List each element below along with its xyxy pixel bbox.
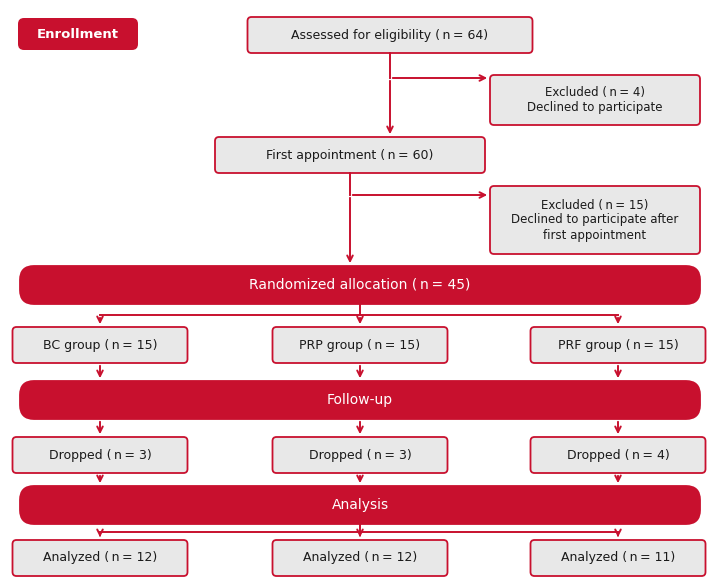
Text: BC group ( n = 15): BC group ( n = 15) bbox=[43, 339, 157, 351]
Text: Dropped ( n = 3): Dropped ( n = 3) bbox=[308, 448, 412, 462]
Text: Analyzed ( n = 12): Analyzed ( n = 12) bbox=[43, 552, 157, 564]
Text: Follow-up: Follow-up bbox=[327, 393, 393, 407]
Text: Randomized allocation ( n = 45): Randomized allocation ( n = 45) bbox=[250, 278, 470, 292]
Text: Excluded ( n = 15)
Declined to participate after
first appointment: Excluded ( n = 15) Declined to participa… bbox=[511, 198, 679, 241]
FancyBboxPatch shape bbox=[490, 186, 700, 254]
FancyBboxPatch shape bbox=[247, 17, 533, 53]
Text: PRF group ( n = 15): PRF group ( n = 15) bbox=[558, 339, 678, 351]
FancyBboxPatch shape bbox=[272, 437, 447, 473]
FancyBboxPatch shape bbox=[531, 327, 706, 363]
Text: Dropped ( n = 3): Dropped ( n = 3) bbox=[49, 448, 151, 462]
Text: Analysis: Analysis bbox=[331, 498, 389, 512]
FancyBboxPatch shape bbox=[20, 486, 700, 524]
Text: Analyzed ( n = 12): Analyzed ( n = 12) bbox=[303, 552, 417, 564]
FancyBboxPatch shape bbox=[20, 381, 700, 419]
Text: PRP group ( n = 15): PRP group ( n = 15) bbox=[300, 339, 421, 351]
FancyBboxPatch shape bbox=[20, 266, 700, 304]
Text: Analyzed ( n = 11): Analyzed ( n = 11) bbox=[561, 552, 675, 564]
FancyBboxPatch shape bbox=[12, 540, 188, 576]
FancyBboxPatch shape bbox=[531, 437, 706, 473]
FancyBboxPatch shape bbox=[272, 327, 447, 363]
FancyBboxPatch shape bbox=[531, 540, 706, 576]
Text: Dropped ( n = 4): Dropped ( n = 4) bbox=[566, 448, 670, 462]
FancyBboxPatch shape bbox=[490, 75, 700, 125]
FancyBboxPatch shape bbox=[12, 327, 188, 363]
FancyBboxPatch shape bbox=[215, 137, 485, 173]
Text: Assessed for eligibility ( n = 64): Assessed for eligibility ( n = 64) bbox=[291, 28, 488, 42]
FancyBboxPatch shape bbox=[272, 540, 447, 576]
Text: Enrollment: Enrollment bbox=[37, 27, 119, 41]
FancyBboxPatch shape bbox=[18, 18, 138, 50]
Text: First appointment ( n = 60): First appointment ( n = 60) bbox=[266, 148, 434, 161]
Text: Excluded ( n = 4)
Declined to participate: Excluded ( n = 4) Declined to participat… bbox=[527, 86, 663, 114]
FancyBboxPatch shape bbox=[12, 437, 188, 473]
